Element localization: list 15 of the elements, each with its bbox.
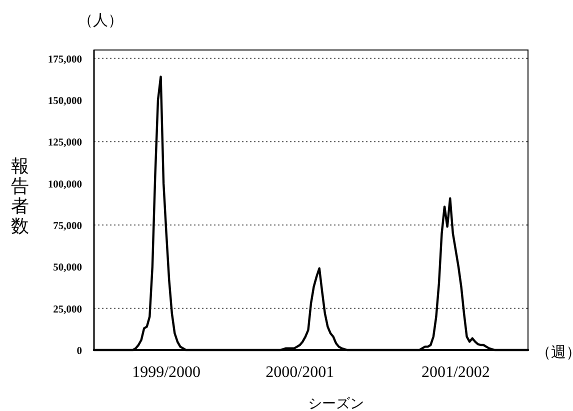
x-tick-label: 2000/2001 [266, 364, 334, 381]
x-tick-label: 2001/2002 [421, 364, 490, 381]
y-tick-label: 100,000 [48, 179, 82, 190]
y-tick-label: 75,000 [53, 221, 82, 232]
x-tick-label: 1999/2000 [132, 364, 201, 381]
y-axis-title: 報告者数 [11, 156, 29, 237]
y-tick-label: 25,000 [53, 304, 82, 316]
y-tick-label: 125,000 [48, 138, 82, 149]
text: （人） [78, 11, 123, 29]
y-tick-label: 50,000 [53, 262, 82, 274]
y-tick-label: 0 [76, 346, 82, 357]
x-axis-title: シーズン [308, 396, 364, 411]
y-tick-label: 150,000 [48, 96, 82, 107]
y-tick-label: 175,000 [48, 54, 82, 66]
text: （週） [536, 343, 573, 361]
